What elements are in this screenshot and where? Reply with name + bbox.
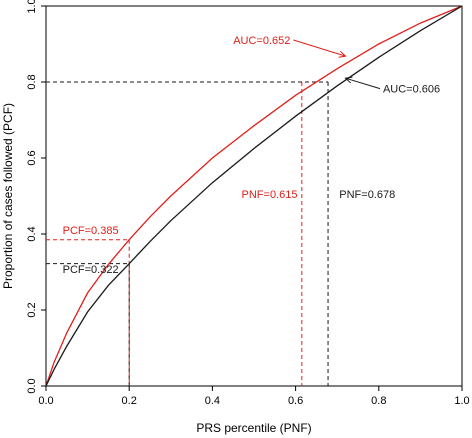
x-tick-label: 1.0 (454, 395, 469, 407)
y-axis-label: Proportion of cases followed (PCF) (1, 103, 15, 289)
y-tick-label: 0.8 (26, 74, 38, 89)
y-tick-label: 1.0 (26, 0, 38, 14)
x-tick-label: 0.8 (371, 395, 386, 407)
x-axis: 0.0 0.2 0.4 0.6 0.8 1.0 (38, 386, 470, 407)
x-axis-label: PRS percentile (PNF) (196, 421, 311, 435)
annotations: AUC=0.652 AUC=0.606 PCF=0.385 PCF=0.322 PNF=… (63, 35, 441, 276)
y-tick-label: 0.0 (26, 378, 38, 393)
annotation-arrow-line (345, 77, 381, 90)
x-tick-label: 0.2 (122, 395, 137, 407)
plot-frame-group (45, 5, 463, 387)
annotation-label: PNF=0.678 (339, 189, 395, 201)
x-tick-label: 0.6 (288, 395, 303, 407)
annotation-label: AUC=0.652 (233, 35, 290, 47)
annotation-label: PCF=0.322 (63, 264, 119, 276)
series-line-1 (45, 5, 463, 387)
y-axis: 0.0 0.2 0.4 0.6 0.8 1.0 (26, 0, 46, 394)
annotation-arrow-head (344, 76, 353, 84)
annotation-label: PNF=0.615 (242, 189, 298, 201)
annotation-arrow-line (293, 39, 346, 57)
y-tick-label: 0.6 (26, 150, 38, 165)
x-tick-label: 0.0 (38, 395, 53, 407)
y-tick-label: 0.4 (26, 226, 38, 241)
x-tick-label: 0.4 (205, 395, 220, 407)
annotation-label: AUC=0.606 (383, 84, 440, 96)
plot-frame (45, 5, 463, 387)
series-line-0 (45, 5, 463, 387)
annotation-arrow-head (338, 51, 347, 58)
series-lines (45, 5, 463, 387)
reference-lines (46, 81, 329, 386)
y-tick-label: 0.2 (26, 302, 38, 317)
annotation-label: PCF=0.385 (63, 225, 119, 237)
